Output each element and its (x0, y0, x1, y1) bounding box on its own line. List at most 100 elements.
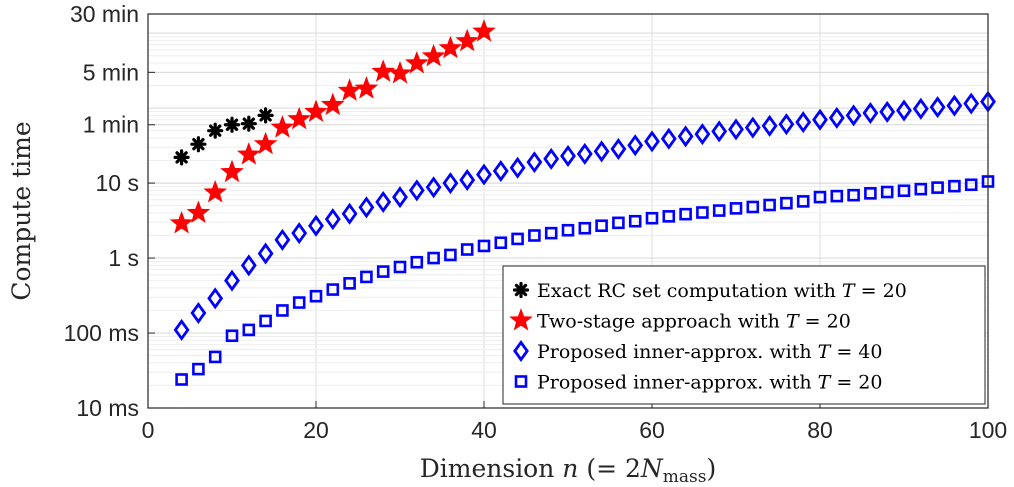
data-point-diamond (929, 96, 946, 119)
legend-marker-asterisk (512, 281, 530, 299)
data-point-diamond (425, 176, 442, 199)
data-point-diamond (677, 125, 694, 148)
data-point-diamond (442, 172, 459, 195)
data-point-square (192, 362, 205, 376)
data-point-diamond (509, 156, 526, 179)
data-point-diamond (543, 147, 560, 170)
data-point-square (259, 314, 272, 328)
data-point-square (444, 248, 457, 262)
data-point-square (410, 255, 424, 269)
data-point-square (494, 236, 508, 250)
data-point-square (964, 178, 978, 192)
data-point-diamond (694, 123, 711, 146)
data-point-star (236, 142, 261, 165)
data-point-star (253, 131, 278, 155)
y-tick-label: 1 min (83, 112, 139, 138)
data-point-square (578, 221, 592, 235)
data-point-diamond (795, 111, 812, 134)
data-point-diamond (576, 142, 593, 165)
x-axis-ticks: 0 20 40 60 80 100 (142, 401, 1007, 443)
data-point-square (208, 350, 222, 364)
data-point-diamond (644, 130, 660, 153)
data-point-square (897, 184, 911, 198)
data-point-diamond (711, 120, 728, 143)
plot-frame (147, 13, 989, 409)
data-point-star (438, 35, 463, 59)
data-point-diamond (845, 104, 862, 127)
x-tick-label: 100 (969, 417, 1007, 443)
legend-entry-label: Exact RC set computation with T = 20 (537, 280, 907, 302)
data-point-diamond (912, 97, 929, 120)
data-point-square (528, 229, 541, 242)
data-point-star (472, 19, 496, 42)
data-point-square (242, 323, 256, 337)
y-tick-label: 1 s (108, 245, 139, 271)
data-point-square (645, 211, 659, 225)
data-point-square (612, 216, 625, 230)
data-point-asterisk (207, 122, 224, 139)
data-point-square (796, 195, 810, 208)
data-point-square (393, 260, 407, 274)
data-point-star (220, 159, 244, 183)
data-point-diamond (812, 108, 828, 131)
data-point-star (320, 92, 345, 116)
y-tick-label: 5 min (83, 59, 139, 85)
legend-entry-label: Proposed inner-approx. with T = 20 (537, 372, 883, 394)
data-point-square (763, 198, 776, 212)
data-point-square (696, 206, 709, 219)
data-point-square (948, 179, 961, 193)
data-point-square (931, 181, 944, 194)
data-point-asterisk (223, 116, 241, 133)
legend: Exact RC set computation with T = 20 Two-… (502, 265, 986, 405)
series-diamond (173, 90, 996, 341)
data-point-asterisk (240, 115, 257, 132)
x-tick-label: 40 (471, 417, 497, 443)
data-point-square (544, 226, 558, 240)
data-point-star (421, 43, 446, 67)
data-point-square (427, 251, 440, 265)
data-point-diamond (375, 190, 392, 213)
y-tick-label: 100 ms (64, 320, 139, 346)
series-asterisk (173, 107, 274, 166)
x-axis-label: Dimension n (= 2Nmass) (420, 454, 717, 487)
data-point-square (360, 270, 373, 284)
x-tick-label: 80 (807, 417, 833, 443)
data-point-diamond (257, 242, 274, 265)
data-point-diamond (224, 269, 240, 292)
data-point-diamond (761, 114, 778, 137)
data-point-square (880, 185, 894, 199)
data-point-square (847, 188, 860, 202)
data-point-square (225, 329, 239, 343)
data-point-square (780, 196, 793, 210)
x-tick-label: 60 (639, 417, 665, 443)
data-point-diamond (408, 179, 425, 202)
data-point-diamond (274, 228, 291, 251)
data-point-asterisk (173, 149, 190, 166)
data-point-diamond (610, 137, 627, 160)
legend-marker-star (509, 308, 533, 331)
data-point-star (371, 59, 396, 82)
legend-entry-label: Two-stage approach with T = 20 (537, 311, 851, 333)
data-point-star (203, 180, 228, 203)
series-star (169, 19, 496, 234)
data-point-diamond (744, 116, 761, 139)
data-point-square (460, 243, 474, 256)
data-point-diamond (492, 159, 509, 182)
data-point-star (354, 76, 379, 99)
y-tick-label: 30 min (70, 1, 139, 27)
data-point-diamond (828, 106, 845, 129)
data-point-diamond (207, 287, 224, 310)
data-point-square (561, 223, 575, 237)
x-tick-label: 0 (142, 417, 155, 443)
data-point-square (746, 200, 760, 214)
data-point-square (679, 207, 692, 221)
data-point-square (276, 304, 289, 317)
data-point-star (404, 50, 429, 74)
data-point-diamond (392, 186, 408, 209)
data-point-diamond (593, 140, 610, 163)
data-point-star (455, 28, 480, 52)
data-point-star (304, 99, 328, 122)
data-point-star (270, 115, 295, 138)
series-square (175, 175, 995, 386)
